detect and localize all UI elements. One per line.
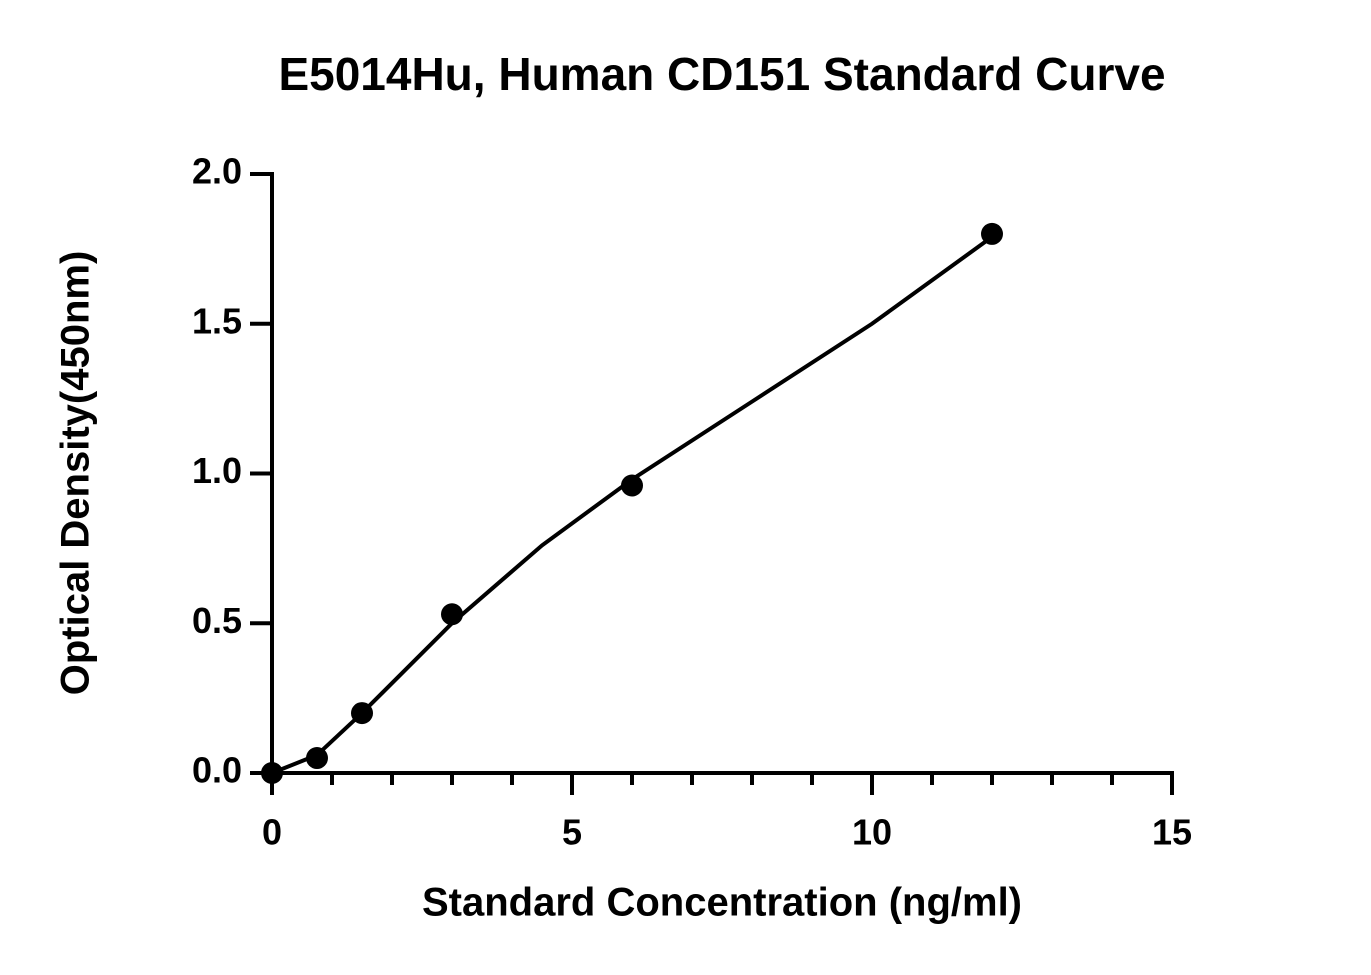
data-point: [261, 762, 283, 784]
data-point: [981, 222, 1003, 245]
y-tick-label: 0.0: [192, 750, 242, 791]
y-tick-label: 2.0: [192, 151, 242, 192]
y-axis-label: Optical Density(450nm): [54, 251, 98, 696]
data-point: [306, 747, 328, 770]
x-axis-label: Standard Concentration (ng/ml): [422, 881, 1022, 925]
y-tick-label: 0.5: [192, 600, 242, 641]
chart-title: E5014Hu, Human CD151 Standard Curve: [278, 48, 1165, 100]
x-tick-label: 5: [562, 812, 582, 853]
y-tick-label: 1.0: [192, 450, 242, 491]
data-point: [621, 474, 643, 497]
x-tick-label: 15: [1152, 812, 1192, 853]
y-tick-label: 1.5: [192, 300, 242, 341]
fit-curve: [271, 235, 994, 775]
data-point: [441, 603, 463, 626]
x-tick-label: 10: [852, 812, 892, 853]
data-point: [351, 702, 373, 725]
x-tick-label: 0: [262, 812, 282, 853]
